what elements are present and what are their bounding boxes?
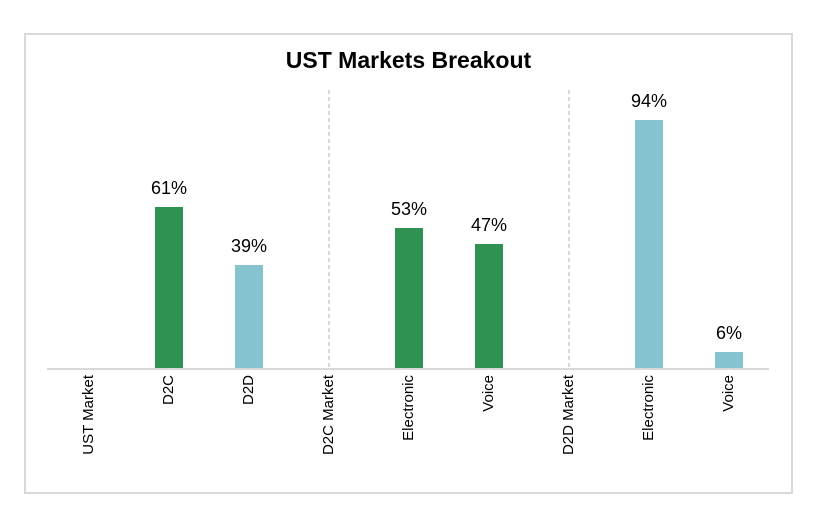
data-label-voice: 47% bbox=[470, 215, 508, 235]
category-label-d2d: D2D bbox=[239, 375, 257, 406]
bar-voice bbox=[715, 352, 743, 368]
category-slot-d2c: 61% bbox=[129, 90, 209, 368]
category-slot-d2d-market bbox=[529, 90, 609, 368]
chart-frame: UST Markets Breakout 61% 39% 53% 47% 94% 6% U… bbox=[24, 33, 793, 494]
category-slot-d2d: 39% bbox=[209, 90, 289, 368]
category-slot-electronic: 94% bbox=[609, 90, 689, 368]
data-label-voice: 6% bbox=[715, 323, 742, 343]
category-label-ust-market: UST Market bbox=[79, 375, 97, 455]
plot-area: 61% 39% 53% 47% 94% 6% bbox=[49, 90, 769, 368]
x-label-slot-electronic: Electronic bbox=[369, 375, 449, 455]
category-label-voice: Voice bbox=[479, 375, 497, 412]
x-label-slot-voice: Voice bbox=[449, 375, 529, 455]
category-label-electronic: Electronic bbox=[399, 375, 417, 441]
data-label-electronic: 94% bbox=[630, 91, 668, 111]
bar-d2c bbox=[155, 207, 183, 368]
category-label-d2c-market: D2C Market bbox=[319, 375, 337, 456]
category-slot-electronic: 53% bbox=[369, 90, 449, 368]
category-label-electronic: Electronic bbox=[639, 375, 657, 441]
bar-electronic bbox=[635, 120, 663, 368]
data-label-d2c: 61% bbox=[150, 178, 188, 198]
x-axis-line bbox=[47, 368, 769, 370]
category-slot-voice: 6% bbox=[689, 90, 769, 368]
x-axis-labels: UST Market D2C D2D D2C Market Electronic Voic… bbox=[49, 375, 769, 455]
category-slot-voice: 47% bbox=[449, 90, 529, 368]
data-label-electronic: 53% bbox=[390, 199, 428, 219]
category-label-voice: Voice bbox=[719, 375, 737, 412]
x-label-slot-d2d: D2D bbox=[209, 375, 289, 455]
data-label-d2d: 39% bbox=[230, 236, 268, 256]
category-label-d2d-market: D2D Market bbox=[559, 375, 577, 456]
category-slot-d2c-market bbox=[289, 90, 369, 368]
bar-electronic bbox=[395, 228, 423, 368]
group-separator-line bbox=[568, 90, 570, 368]
chart-title: UST Markets Breakout bbox=[285, 47, 532, 73]
category-slot-ust-market bbox=[49, 90, 129, 368]
x-label-slot-ust-market: UST Market bbox=[49, 375, 129, 455]
x-label-slot-electronic: Electronic bbox=[609, 375, 689, 455]
category-label-d2c: D2C bbox=[159, 375, 177, 406]
x-label-slot-d2d-market: D2D Market bbox=[529, 375, 609, 455]
x-label-slot-d2c-market: D2C Market bbox=[289, 375, 369, 455]
bar-d2d bbox=[235, 265, 263, 368]
x-label-slot-voice: Voice bbox=[689, 375, 769, 455]
group-separator-line bbox=[328, 90, 330, 368]
x-label-slot-d2c: D2C bbox=[129, 375, 209, 455]
bar-voice bbox=[475, 244, 503, 368]
